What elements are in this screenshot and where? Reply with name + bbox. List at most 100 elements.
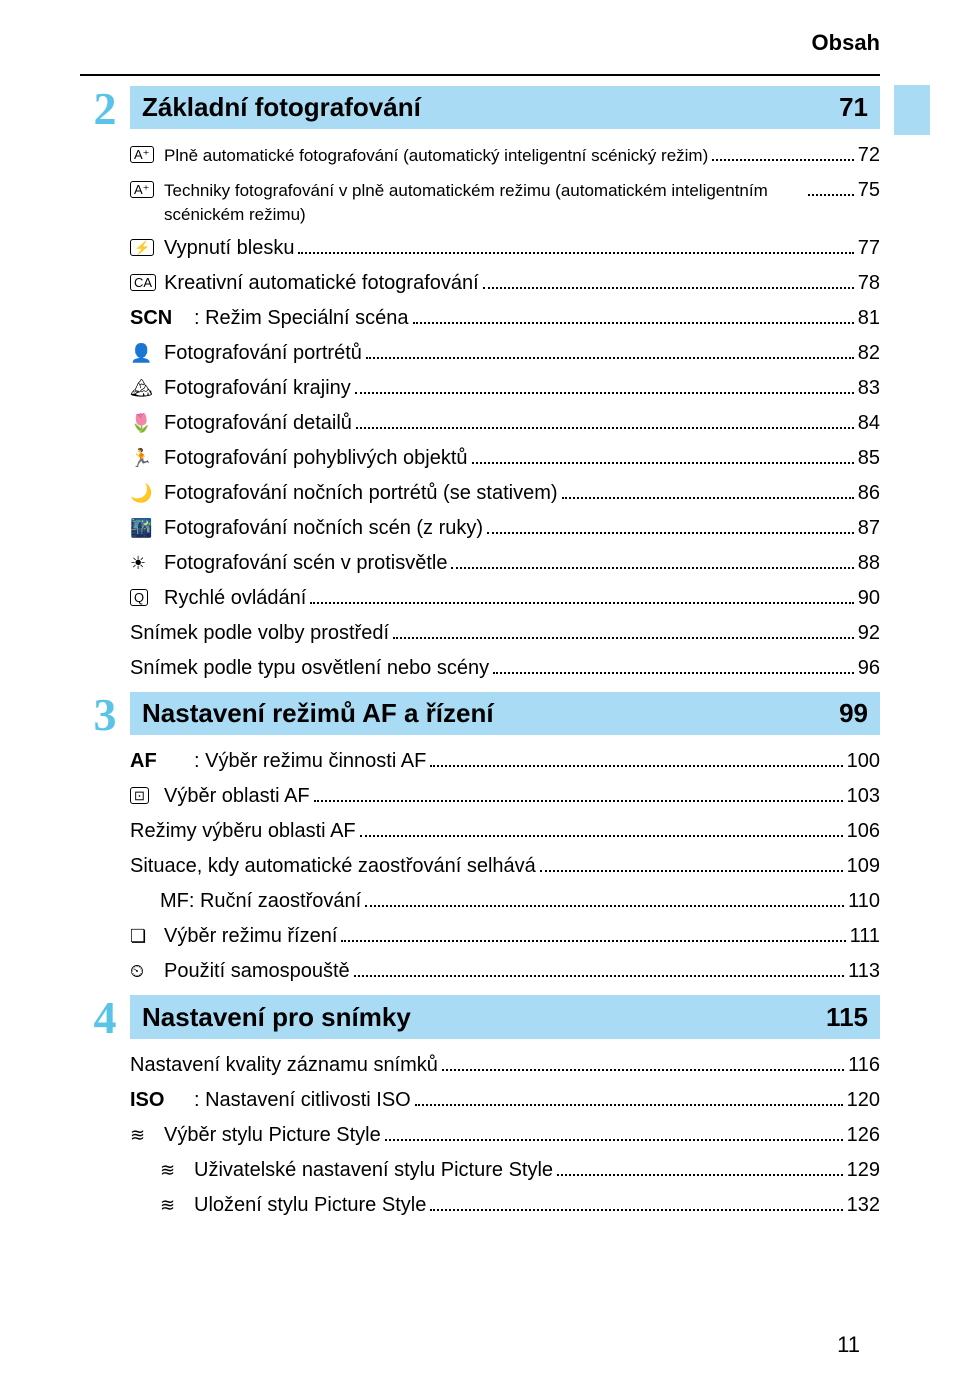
toc-item[interactable]: MF: Ruční zaostřování110 (130, 887, 880, 915)
toc-leader-dots (472, 462, 854, 464)
toc-item-label: Snímek podle volby prostředí (130, 619, 389, 647)
section-title-bar: Nastavení pro snímky115 (130, 995, 880, 1038)
toc-item-page: 120 (847, 1086, 880, 1114)
mode-icon: 🏔 (130, 376, 160, 401)
toc-item-label: Techniky fotografování v plně automatick… (164, 179, 804, 227)
toc-item[interactable]: ⏲Použití samospouště113 (130, 957, 880, 985)
mode-icon: Q (130, 589, 148, 606)
section-start-page: 99 (839, 698, 868, 729)
toc-item-page: 77 (858, 234, 880, 262)
toc-leader-dots (430, 1209, 842, 1211)
toc-item-page: 132 (847, 1191, 880, 1219)
toc-item-label: Fotografování krajiny (164, 374, 351, 402)
toc-item[interactable]: A⁺Techniky fotografování v plně automati… (130, 176, 880, 227)
toc-item-label: Fotografování nočních portrétů (se stati… (164, 479, 558, 507)
toc-item[interactable]: AF: Výběr režimu činnosti AF100 (130, 747, 880, 775)
mode-icon: ≋ (130, 1123, 160, 1148)
toc-item-page: 90 (858, 584, 880, 612)
toc-item[interactable]: Režimy výběru oblasti AF 106 (130, 817, 880, 845)
toc-list: AF: Výběr režimu činnosti AF100 ⊡Výběr ob… (130, 747, 880, 985)
toc-item-label: Výběr režimu řízení (164, 922, 337, 950)
toc-item-label: : Výběr režimu činnosti AF (194, 747, 426, 775)
toc-leader-dots (493, 672, 854, 674)
toc-item-page: 85 (858, 444, 880, 472)
toc-item[interactable]: ❏Výběr režimu řízení111 (130, 922, 880, 950)
toc-item-label: Výběr stylu Picture Style (164, 1121, 381, 1149)
section-title: Základní fotografování (142, 92, 421, 123)
mode-icon: 🌃 (130, 516, 160, 541)
toc-item-page: 83 (858, 374, 880, 402)
toc-item[interactable]: Situace, kdy automatické zaostřování sel… (130, 852, 880, 880)
section-header: 2Základní fotografování71 (80, 86, 880, 129)
page-number-footer: 11 (837, 1332, 860, 1358)
toc-item[interactable]: SCN: Režim Speciální scéna81 (130, 304, 880, 332)
side-tab-marker (894, 85, 930, 135)
toc-item[interactable]: 🌙Fotografování nočních portrétů (se stat… (130, 479, 880, 507)
toc-item[interactable]: 👤Fotografování portrétů82 (130, 339, 880, 367)
toc-leader-dots (314, 800, 843, 802)
toc-item-label: : Režim Speciální scéna (194, 304, 409, 332)
toc-item[interactable]: ⚡Vypnutí blesku77 (130, 234, 880, 262)
mode-icon: ⏲ (130, 959, 160, 984)
toc-leader-dots (310, 602, 853, 604)
toc-item-page: 111 (850, 922, 880, 950)
toc-item-page: 103 (847, 782, 880, 810)
toc-item-label: Uložení stylu Picture Style (194, 1191, 426, 1219)
toc-item[interactable]: ≋Uložení stylu Picture Style132 (130, 1191, 880, 1219)
mode-icon: 🌷 (130, 411, 160, 436)
toc-item-label: Fotografování scén v protisvětle (164, 549, 447, 577)
toc-item-label: Použití samospouště (164, 957, 350, 985)
toc-item[interactable]: 🌃Fotografování nočních scén (z ruky)87 (130, 514, 880, 542)
mode-icon: 👤 (130, 341, 160, 366)
mode-icon: 🏃 (130, 446, 160, 471)
mode-icon: ≋ (160, 1158, 190, 1183)
toc-item[interactable]: ≋Uživatelské nastavení stylu Picture Sty… (130, 1156, 880, 1184)
toc-item-label: : Nastavení citlivosti ISO (194, 1086, 411, 1114)
toc-item-label: Situace, kdy automatické zaostřování sel… (130, 852, 536, 880)
toc-item-page: 106 (847, 817, 880, 845)
toc-item[interactable]: QRychlé ovládání90 (130, 584, 880, 612)
toc-leader-dots (393, 637, 854, 639)
toc-leader-dots (451, 567, 853, 569)
toc-list: Nastavení kvality záznamu snímků116ISO: … (130, 1051, 880, 1219)
toc-item-page: 126 (847, 1121, 880, 1149)
toc-item[interactable]: CAKreativní automatické fotografování78 (130, 269, 880, 297)
toc-list: A⁺Plně automatické fotografování (automa… (130, 141, 880, 682)
toc-item[interactable]: Snímek podle typu osvětlení nebo scény96 (130, 654, 880, 682)
toc-item-label: Režimy výběru oblasti AF (130, 817, 356, 845)
toc-item-page: 129 (847, 1156, 880, 1184)
toc-item-label: Uživatelské nastavení stylu Picture Styl… (194, 1156, 553, 1184)
toc-leader-dots (712, 159, 854, 161)
toc-item[interactable]: ISO: Nastavení citlivosti ISO120 (130, 1086, 880, 1114)
mode-icon: SCN (130, 304, 190, 332)
section-title-bar: Základní fotografování71 (130, 86, 880, 129)
toc-item-page: 72 (858, 141, 880, 169)
toc-item[interactable]: ≋Výběr stylu Picture Style 126 (130, 1121, 880, 1149)
toc-item-page: 116 (848, 1051, 880, 1079)
toc-leader-dots (557, 1174, 843, 1176)
mode-icon: CA (130, 274, 156, 291)
section-title-bar: Nastavení režimů AF a řízení 99 (130, 692, 880, 735)
toc-item-label: MF: Ruční zaostřování (160, 887, 361, 915)
toc-container: 2Základní fotografování71 A⁺Plně automati… (80, 86, 880, 1219)
toc-item-label: Vypnutí blesku (164, 234, 294, 262)
toc-item[interactable]: Snímek podle volby prostředí92 (130, 619, 880, 647)
mode-icon: ⊡ (130, 787, 149, 804)
toc-item[interactable]: A⁺Plně automatické fotografování (automa… (130, 141, 880, 169)
section-number: 2 (80, 86, 130, 129)
toc-leader-dots (808, 194, 854, 196)
toc-item[interactable]: ⊡Výběr oblasti AF103 (130, 782, 880, 810)
toc-item-page: 96 (858, 654, 880, 682)
toc-item[interactable]: ☀Fotografování scén v protisvětle88 (130, 549, 880, 577)
section-header: 3Nastavení režimů AF a řízení99 (80, 692, 880, 735)
toc-item[interactable]: 🌷Fotografování detailů84 (130, 409, 880, 437)
toc-item[interactable]: 🏔Fotografování krajiny 83 (130, 374, 880, 402)
toc-leader-dots (365, 905, 844, 907)
toc-item[interactable]: Nastavení kvality záznamu snímků116 (130, 1051, 880, 1079)
toc-leader-dots (442, 1069, 844, 1071)
section-title: Nastavení režimů AF a řízení (142, 698, 494, 729)
toc-item[interactable]: 🏃Fotografování pohyblivých objektů85 (130, 444, 880, 472)
toc-leader-dots (430, 765, 842, 767)
section-number: 4 (80, 995, 130, 1038)
toc-item-label: Fotografování detailů (164, 409, 352, 437)
